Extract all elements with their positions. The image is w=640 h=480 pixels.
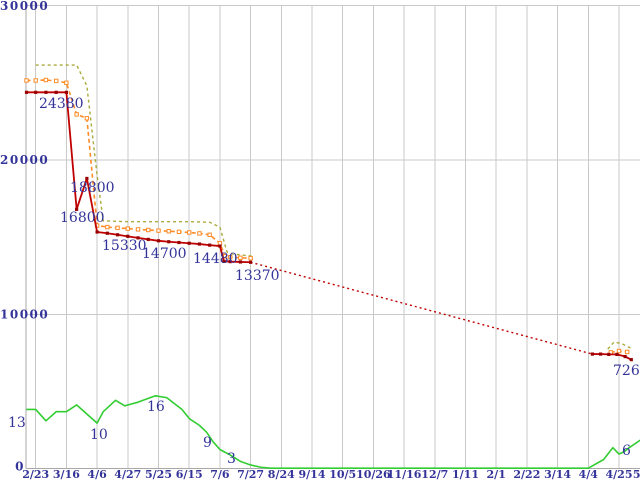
average-price-marker [146,227,151,233]
x-tick-label-3-14: 3/14 [544,468,571,480]
y-tick-label-0: 0 [15,460,25,474]
lowest-price-marker [208,243,212,247]
lowest-price-marker [615,352,619,356]
lowest-price-marker [44,90,48,94]
lowest-price-marker [95,230,99,234]
series-lowest-price-gap-line [250,261,593,355]
x-tick-label-7-6: 7/6 [210,468,230,480]
x-tick-label-3-16: 3/16 [53,468,80,480]
price-annotation-24380: 24380 [39,96,84,112]
lowest-price-marker [146,237,150,242]
count-annotation-16: 16 [147,399,165,415]
x-tick-label-6-15: 6/15 [176,468,203,480]
count-annotation-3: 3 [227,451,236,467]
lowest-price-marker [34,90,38,94]
count-annotation-10: 10 [90,427,108,443]
x-tick-label-4-6: 4/6 [87,468,107,480]
average-price-marker [207,232,212,237]
average-price-marker [24,78,29,83]
lowest-price-marker [598,352,603,356]
lowest-price-marker [24,90,29,94]
lowest-price-marker [248,260,253,264]
x-tick-label-2-22: 2/22 [513,468,540,480]
lowest-price-marker [623,354,627,359]
x-tick-label-2-1: 2/1 [487,468,506,480]
count-annotation-9: 9 [203,435,212,451]
x-tick-label-2-23: 2/23 [22,468,49,480]
price-annotation-7260: 7260 [613,363,640,379]
average-price-marker [624,349,630,355]
price-annotation-16800: 16800 [60,210,105,226]
lowest-price-marker [222,259,226,263]
x-tick-label-1-11: 1/11 [452,468,479,480]
average-price-marker [197,231,202,236]
lowest-price-marker [607,352,611,356]
count-annotation-13: 13 [8,415,26,431]
count-annotation-6: 6 [622,443,631,459]
x-tick-label-4-4: 4/4 [579,468,599,480]
average-price-marker [125,226,130,231]
x-tick-label-8-24: 8/24 [268,468,295,480]
lowest-price-marker [187,241,191,245]
y-tick-label-30000: 30000 [0,0,49,13]
lowest-price-marker [115,233,120,237]
average-price-marker [84,116,90,121]
series-highest-price-line [35,64,254,259]
lowest-price-marker [85,176,89,181]
lowest-price-marker [105,231,109,235]
y-tick-label-10000: 10000 [0,307,49,321]
lowest-price-marker [228,260,232,264]
price-annotation-18800: 18800 [70,180,115,196]
average-price-marker [53,78,59,84]
average-price-marker [156,228,161,233]
lowest-price-marker [64,90,68,94]
average-price-marker [64,80,69,85]
average-price-marker [186,230,192,235]
lowest-price-marker [136,236,140,240]
average-price-marker [115,225,120,231]
average-price-marker [248,256,253,261]
x-tick-label-5-25: 5/25 [145,468,172,480]
average-price-marker [105,224,110,230]
x-tick-label-12-7: 12/7 [421,468,448,480]
price-annotation-14700: 14700 [142,246,187,262]
x-tick-label-10-26: 10/26 [356,468,391,480]
average-price-marker [227,254,233,260]
lowest-price-marker [54,90,58,94]
average-price-marker [238,255,243,260]
lowest-price-marker [167,240,171,244]
average-price-marker [135,227,141,232]
lowest-price-marker [197,242,202,246]
lowest-price-marker [75,207,79,211]
lowest-price-marker [177,240,181,245]
average-price-marker [166,229,171,234]
lowest-price-marker [218,244,222,248]
x-tick-label-5-9: 5/9 [633,468,640,480]
x-tick-label-11-16: 11/16 [387,468,422,480]
price-annotation-14480: 14480 [193,251,238,267]
y-tick-label-20000: 20000 [0,153,49,167]
lowest-price-marker [126,234,130,238]
average-price-marker [33,78,38,83]
lowest-price-marker [590,352,594,356]
x-tick-label-4-25: 4/25 [606,468,633,480]
lowest-price-marker [156,239,161,243]
lowest-price-marker [238,260,242,264]
average-price-marker [176,229,182,235]
series-shop-count-line [26,394,640,469]
price-annotation-13370: 13370 [235,268,280,284]
lowest-price-marker [629,358,633,362]
x-tick-label-10-5: 10/5 [329,468,356,480]
average-price-marker [616,348,622,354]
average-price-marker [74,112,79,117]
series-highest-price-line [607,341,632,350]
x-tick-label-7-27: 7/27 [237,468,264,480]
x-tick-label-4-27: 4/27 [114,468,141,480]
series-lowest-price-line [26,91,251,264]
x-tick-label-9-14: 9/14 [299,468,326,480]
price-annotation-15330: 15330 [102,238,147,254]
average-price-marker [43,77,49,83]
